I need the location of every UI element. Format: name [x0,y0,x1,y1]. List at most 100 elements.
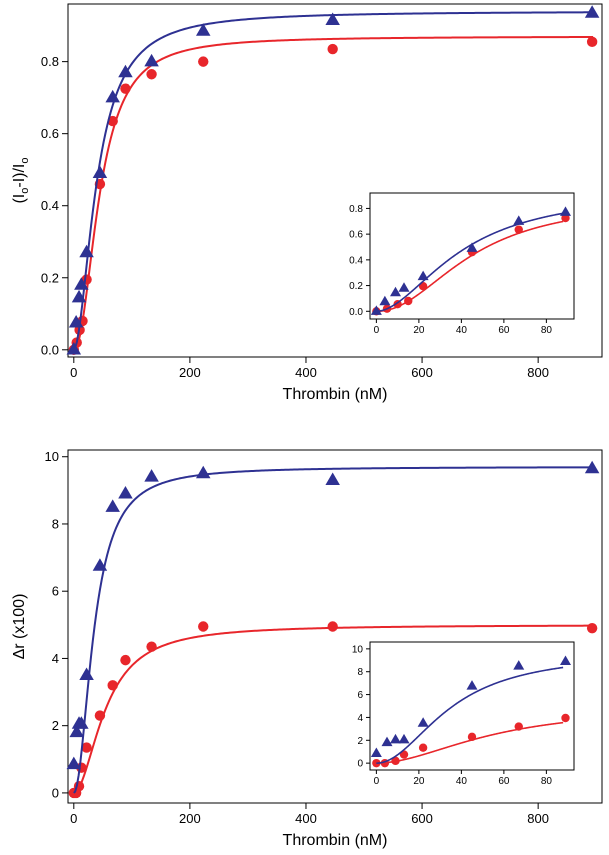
bottom-main-ytick-label: 8 [52,516,59,531]
bottom-main-data-point-triangle [92,558,108,571]
top-main-data-point-circle [586,36,598,48]
top-main-ytick-label: 0.0 [41,342,59,357]
top-main-ytick-label: 0.8 [41,54,59,69]
top-main-inset-xtick-label: 60 [498,325,510,336]
top-main-data-point-circle [198,56,209,67]
top-main-data-point-triangle [118,64,133,78]
top-main-inset-fit-curve-triangle [376,212,564,313]
bottom-main-data-point-circle [94,710,106,721]
bottom-main-data-point-triangle [195,465,211,479]
top-main-inset-data-point-triangle [513,215,525,225]
bottom-main-inset-data-point-triangle [370,747,382,758]
bottom-main-inset-xtick-label: 20 [413,776,425,787]
bottom-main-data-point-triangle [74,716,89,729]
top-main-y-axis-label-part: o [19,157,31,163]
bottom-main-inset-data-point-triangle [560,655,571,666]
bottom-main-ytick-label: 0 [52,785,59,800]
top-main-frame [67,3,603,358]
bottom-main-data-point-triangle [66,756,82,770]
top-main-inset-data-point-circle [514,225,523,234]
bottom-main-data-point-circle [120,654,131,666]
bottom-main-inset-frame [369,641,575,771]
bottom-main-inset-data-point-circle [418,743,428,752]
bottom-main-inset-data-point-circle [372,758,381,768]
bottom-main-inset-ytick-label: 2 [357,736,363,747]
top-main-xtick-label: 200 [179,365,201,380]
bottom-main-inset-data-point-triangle [466,680,478,690]
top-main-inset-data-point-triangle [398,282,410,292]
bottom-main-inset-fit-curve-triangle [376,666,564,764]
top-main-inset-xtick-label: 20 [413,325,425,336]
top-main-data-point-circle [107,115,118,127]
bottom-main-y-axis-label: Δr (x100) [11,594,28,660]
bottom-main-data-point-triangle [584,460,600,474]
top-main-data-point-triangle [325,12,340,25]
top-main-data-point-circle [327,43,338,55]
bottom-main-data-point-circle [146,641,157,652]
bottom-main-inset-xtick-label: 60 [498,776,510,787]
top-main-inset-plot: 0 20 40 60 80 0.0 0.2 0.4 0.6 0.8 [349,192,575,336]
top-main-data-point-triangle [92,165,108,179]
bottom-main-data-point-circle [327,621,338,632]
bottom-main-inset-ytick-label: 0 [357,759,363,770]
top-main-y-axis-label-part: (I [11,194,28,204]
top-main-x-axis-label: Thrombin (nM) [283,386,388,403]
bottom-main-data-point-triangle [118,485,133,499]
bottom-main-inset-xtick-label: 40 [456,776,468,787]
bottom-main-ytick-label: 4 [52,651,59,666]
top-main-y-axis-label-part: -I)/I [11,164,28,188]
top-main-data-point-triangle [195,23,211,36]
bottom-main-data-point-triangle [325,472,340,486]
bottom-main-inset-data-point-circle [514,722,523,731]
bottom-main-data-point-circle [107,680,118,691]
top-main-inset-ytick-label: 0.4 [349,255,363,266]
bottom-main-data-point-triangle [105,499,120,512]
bottom-main-data-point-triangle [144,469,159,482]
top-main-inset-xtick-label: 40 [456,325,468,336]
bottom-main-inset-plot: 0 20 40 60 80 0 2 4 6 8 10 [352,641,575,787]
top-main-inset-data-point-circle [561,213,570,223]
top-main-y-axis-label-part: o [19,188,31,194]
top-main-xtick-label: 400 [295,365,317,380]
top-main-inset-data-point-triangle [390,286,401,297]
bottom-main-data-point-circle [81,742,92,753]
bottom-main-inset-xtick-label: 0 [374,776,380,787]
top-main-data-point-triangle [144,53,159,67]
top-main-inset-data-point-triangle [417,270,429,281]
bottom-main-inset-data-point-circle [467,732,477,742]
bottom-main-inset-data-point-circle [561,713,570,723]
top-main-data-point-triangle [66,342,82,355]
bottom-main-xtick-label: 400 [295,811,317,826]
top-main-inset-data-point-triangle [560,206,571,216]
top-main-inset-data-point-triangle [370,305,382,315]
top-main-inset-data-point-triangle [466,242,478,252]
bottom-main-xtick-label: 600 [411,811,433,826]
top-main-ytick-label: 0.4 [41,198,59,213]
bottom-main-inset-data-point-triangle [381,736,393,747]
top-main-inset-ytick-label: 0.2 [349,281,363,292]
bottom-main-inset-ytick-label: 10 [352,644,364,655]
bottom-main-fit-curve-triangle [73,466,594,794]
top-main-y-axis-label: (Io-I)/Io [11,157,31,203]
bottom-main-inset-data-point-triangle [398,733,410,744]
bottom-main-inset-data-point-triangle [417,717,429,727]
bottom-main-data-point-circle [198,621,209,632]
top-main-inset-ytick-label: 0.8 [349,204,363,215]
top-main-fit-curve-circle [73,36,594,351]
top-main-data-point-triangle [105,89,120,103]
top-main-data-point-triangle [71,289,87,303]
bottom-main-data-point-circle [586,622,598,634]
top-main-inset-data-point-circle [404,296,413,306]
bottom-main-ytick-label: 2 [52,718,59,733]
bottom-main-inset-ytick-label: 8 [357,667,363,678]
top-main-data-point-triangle [79,244,94,258]
top-main-inset-ytick-label: 0.0 [349,307,363,318]
bottom-main-inset-xtick-label: 80 [541,776,553,787]
bottom-main-xtick-label: 200 [179,811,201,826]
bottom-main-x-axis-label: Thrombin (nM) [283,832,388,849]
top-main-data-point-triangle [584,5,600,18]
top-main-inset-ytick-label: 0.6 [349,230,363,241]
